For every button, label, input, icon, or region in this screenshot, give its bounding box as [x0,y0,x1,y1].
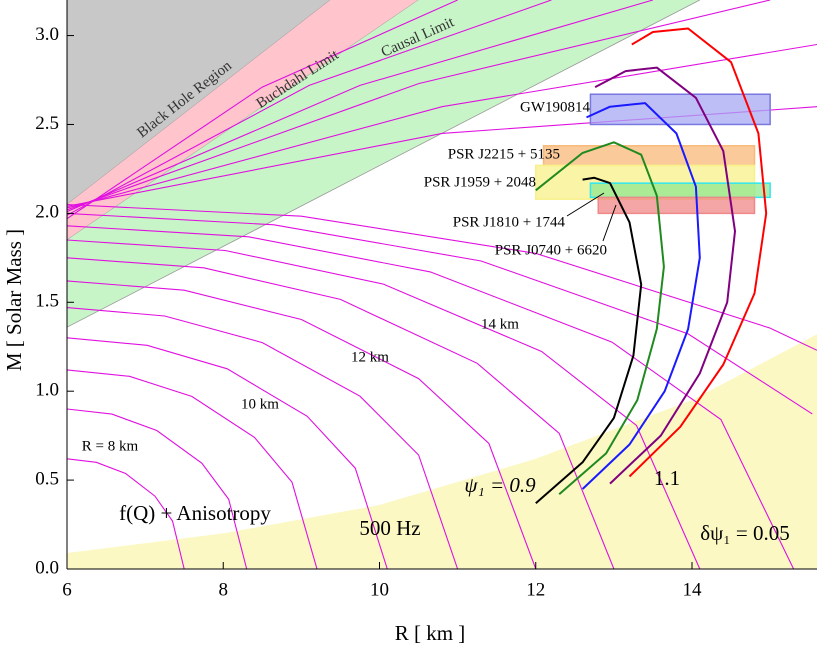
contour-line [67,225,795,569]
band-label: PSR J0740 + 6620 [495,242,607,258]
y-tick-label: 2.0 [35,202,59,223]
annotation: f(Q) + Anisotropy [119,501,271,525]
mass-radius-curve [594,66,736,485]
contour-line [67,369,318,569]
shaded-label: 500 Hz [359,516,420,540]
band-label: PSR J1959 + 2048 [424,174,536,190]
y-tick-label: 0.5 [35,468,59,489]
annotation: ψ₁ = 0.9 [464,473,536,497]
contour-line [67,212,813,415]
y-tick-label: 0.0 [35,557,59,578]
observation-band [597,196,756,215]
y-tick-label: 1.0 [35,380,59,401]
annotation: δψ₁ = 0.05 [700,521,789,545]
mass-radius-curve [628,27,768,478]
contour-line [67,0,458,220]
contour-line [67,0,771,211]
mass-radius-curve [581,102,701,490]
y-tick-label: 3.0 [35,24,59,45]
x-tick-label: 12 [526,579,545,600]
annotation: 1.1 [654,466,680,490]
x-tick-label: 14 [683,579,703,600]
y-axis-label: M [ Solar Mass ] [2,229,26,371]
pointer [602,204,617,242]
x-tick-label: 10 [370,579,389,600]
mass-radius-curve [535,141,665,496]
annotation: 12 km [351,349,389,365]
contour-line [67,280,537,569]
band-label: GW190814 [520,99,590,115]
y-tick-label: 1.5 [35,291,59,312]
contour-line [67,43,817,209]
contour-line [67,0,552,216]
observation-band [589,93,771,126]
contour-line [67,337,388,569]
contour-line [67,408,248,569]
observation-band [589,182,771,199]
y-tick-label: 2.5 [35,113,59,134]
x-tick-label: 6 [62,579,72,600]
axes: 0.0 0.5 1.0 1.5 2.0 2.5 3.0 6 8 10 12 14 [35,0,817,600]
contour-line [67,203,817,351]
contour-line [67,307,459,569]
limit-line [67,0,700,328]
pointer [566,192,605,217]
contour-line [67,0,654,213]
contour-line [67,257,615,569]
band-label: PSR J1810 + 1744 [453,214,566,230]
shaded-region [67,334,817,569]
band-label: PSR J2215 + 5135 [448,146,560,162]
annotation: 10 km [241,396,279,412]
x-tick-label: 8 [219,579,229,600]
annotation: R = 8 km [82,438,139,454]
mass-radius-curve [535,176,643,504]
plot-area [67,0,817,569]
annotation: 14 km [481,316,519,332]
x-axis-label: R [ km ] [395,621,466,645]
contour-line [67,458,185,569]
